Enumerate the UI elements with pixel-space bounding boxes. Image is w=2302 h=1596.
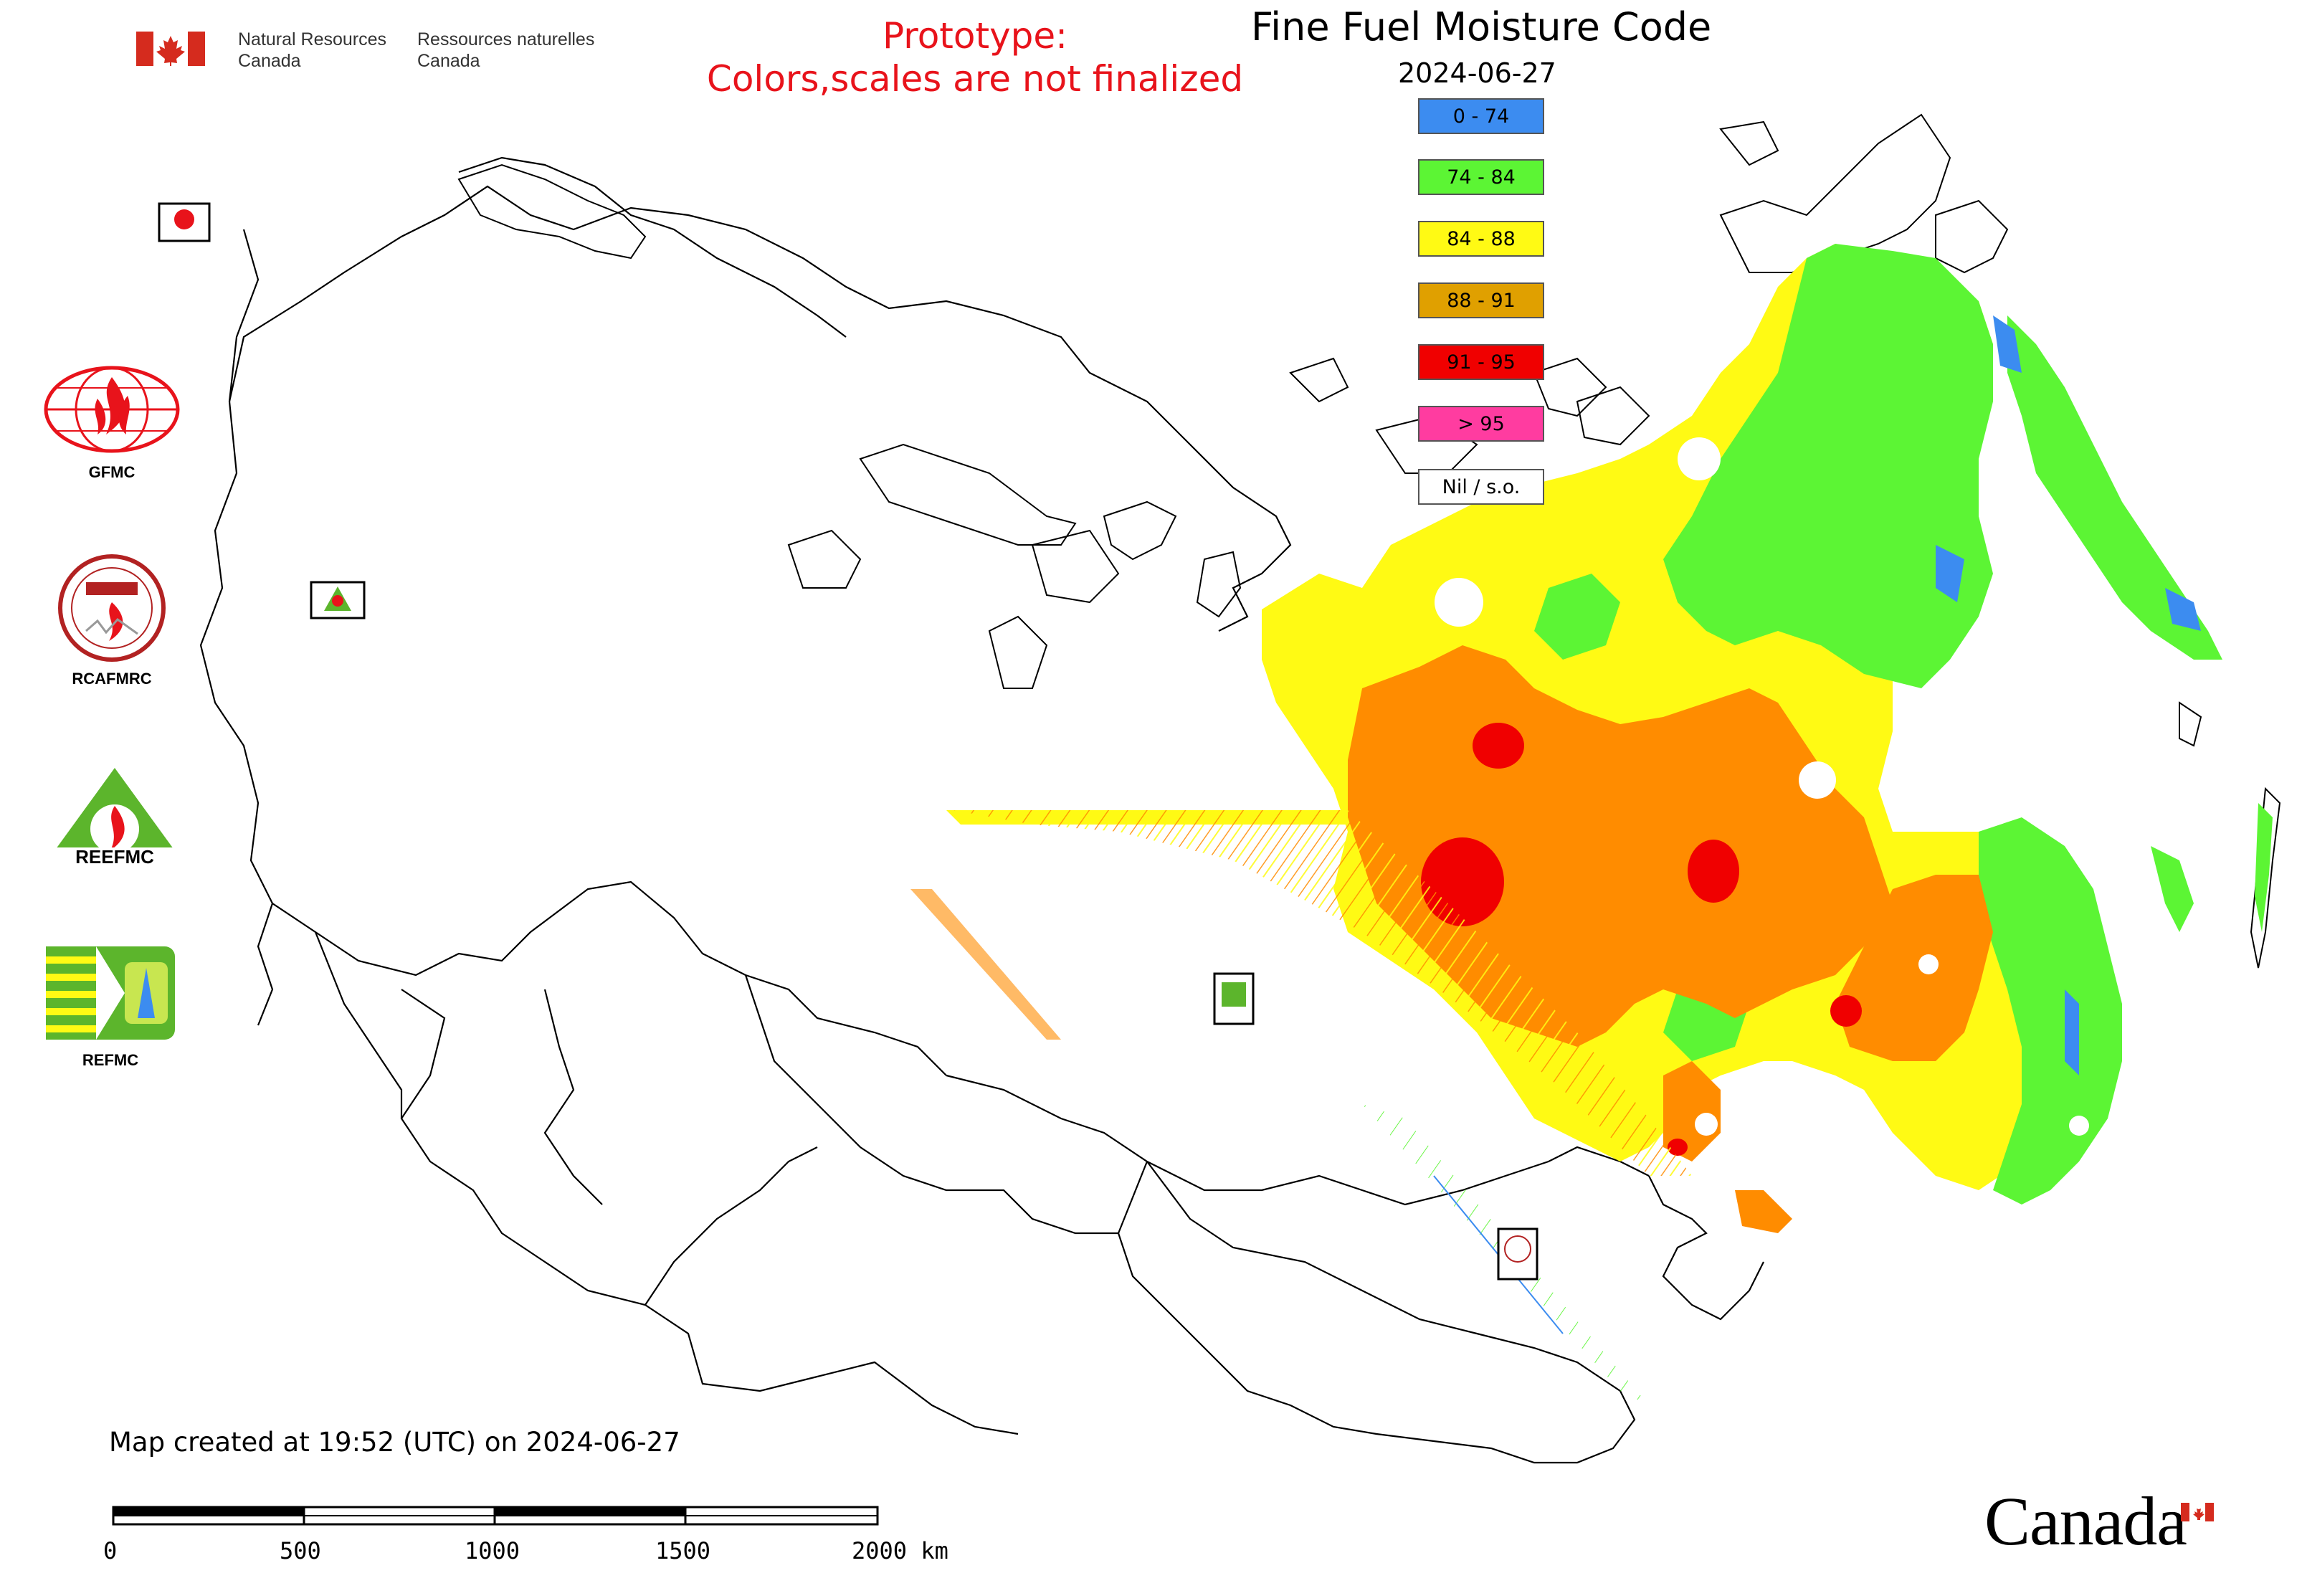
nodata-hole-4 [1918, 954, 1939, 974]
org-fr-line1: Ressources naturelles [417, 29, 595, 49]
ffmc-region-blue-3 [2065, 989, 2079, 1075]
org-en-line2: Canada [238, 51, 301, 71]
scale-tick-1500: 1500 [655, 1537, 711, 1564]
reefmc-logo: REEFMC [36, 764, 194, 879]
legend-item-1: 74 - 84 [1418, 159, 1544, 195]
rcafmrc-label: RCAFMRC [72, 670, 152, 688]
gfmc-globe-icon [44, 366, 180, 453]
prototype-notice: Prototype: Colors,scales are not finaliz… [674, 14, 1276, 100]
gfmc-logo: GFMC [40, 363, 184, 481]
reefmc-triangle-icon: REEFMC [40, 768, 189, 868]
scale-tick-500: 500 [280, 1537, 321, 1564]
legend-item-0: 0 - 74 [1418, 98, 1544, 134]
ffmc-region-green-sakhalin-2 [2255, 803, 2273, 932]
marker-refmc [1213, 972, 1255, 1025]
legend-label: 74 - 84 [1447, 166, 1516, 189]
ffmc-region-green-sakhalin [2151, 846, 2194, 932]
gov-flag-icon [136, 32, 205, 69]
legend-item-4: 91 - 95 [1418, 344, 1544, 380]
reefmc-logo-text: REEFMC [75, 846, 154, 868]
rcafmrc-seal-icon [58, 554, 166, 662]
ffmc-streak-artefact [953, 810, 1692, 1176]
marker-rcafmrc [1497, 1227, 1538, 1281]
legend-item-3: 88 - 91 [1418, 282, 1544, 318]
boundary-outlines [199, 156, 1764, 1464]
ffmc-region-blue-2 [1936, 545, 1964, 602]
map-title: Fine Fuel Moisture Code [1251, 4, 1712, 49]
ffmc-region-green-mid [1534, 574, 1620, 660]
prototype-line2: Colors,scales are not finalized [706, 58, 1244, 100]
ffmc-region-orange-small [1735, 1190, 1792, 1233]
org-name-en: Natural Resources Canada [238, 29, 386, 72]
nodata-hole-5 [1695, 1113, 1718, 1136]
prototype-line1: Prototype: [882, 15, 1068, 57]
legend-label: > 95 [1457, 412, 1505, 435]
ffmc-region-blue-1 [1993, 315, 2022, 373]
canada-wordmark-flag-icon [2181, 1503, 2214, 1521]
legend-item-5: > 95 [1418, 406, 1544, 442]
legend-label: 91 - 95 [1447, 351, 1516, 374]
refmc-logo: REFMC [46, 946, 189, 1090]
org-name-fr: Ressources naturelles Canada [417, 29, 594, 72]
map-created-note: Map created at 19:52 (UTC) on 2024-06-27 [109, 1427, 680, 1458]
gfmc-label: GFMC [88, 463, 135, 481]
org-fr-line2: Canada [417, 51, 480, 71]
ffmc-region-green-kamchatka [2007, 315, 2222, 660]
scale-bar [112, 1506, 879, 1527]
ffmc-region-red-1 [1473, 723, 1524, 769]
ffmc-region-red-3 [1688, 840, 1739, 903]
ffmc-region-green-east [1979, 817, 2122, 1205]
map-logo-marker-icons [174, 209, 1531, 1263]
scale-tick-0: 0 [103, 1537, 118, 1564]
refmc-label: REFMC [82, 1051, 139, 1069]
legend-label: 84 - 88 [1447, 227, 1516, 250]
nodata-hole-3 [1799, 761, 1836, 799]
legend-item-6: Nil / s.o. [1418, 469, 1544, 505]
ffmc-field [910, 244, 2273, 1405]
org-en-line1: Natural Resources [238, 29, 387, 49]
canada-wordmark: Canada [1984, 1483, 2187, 1559]
legend-label: 88 - 91 [1447, 289, 1516, 312]
ffmc-region-red-4 [1830, 995, 1862, 1027]
ffmc-streak-artefact-orange [910, 889, 1061, 1040]
scale-tick-1000: 1000 [465, 1537, 520, 1564]
map-date: 2024-06-27 [1398, 57, 1556, 89]
rcafmrc-logo: RCAFMRC [40, 552, 184, 688]
legend-label: Nil / s.o. [1442, 475, 1521, 498]
ffmc-region-orange-south [1663, 1061, 1721, 1162]
legend-item-2: 84 - 88 [1418, 221, 1544, 257]
ffmc-region-orange-east [1835, 875, 1993, 1061]
legend-label: 0 - 74 [1452, 105, 1510, 128]
nodata-hole-6 [2069, 1116, 2089, 1136]
ffmc-region-blue-4 [2165, 588, 2201, 631]
nodata-hole-2 [1435, 578, 1483, 627]
scale-tick-2000: 2000 km [852, 1537, 948, 1564]
nodata-hole-1 [1678, 437, 1721, 480]
map-logo-markers [158, 202, 1538, 1281]
ffmc-region-green-northeast [1663, 244, 1993, 688]
refmc-sigma-icon [46, 946, 175, 1040]
